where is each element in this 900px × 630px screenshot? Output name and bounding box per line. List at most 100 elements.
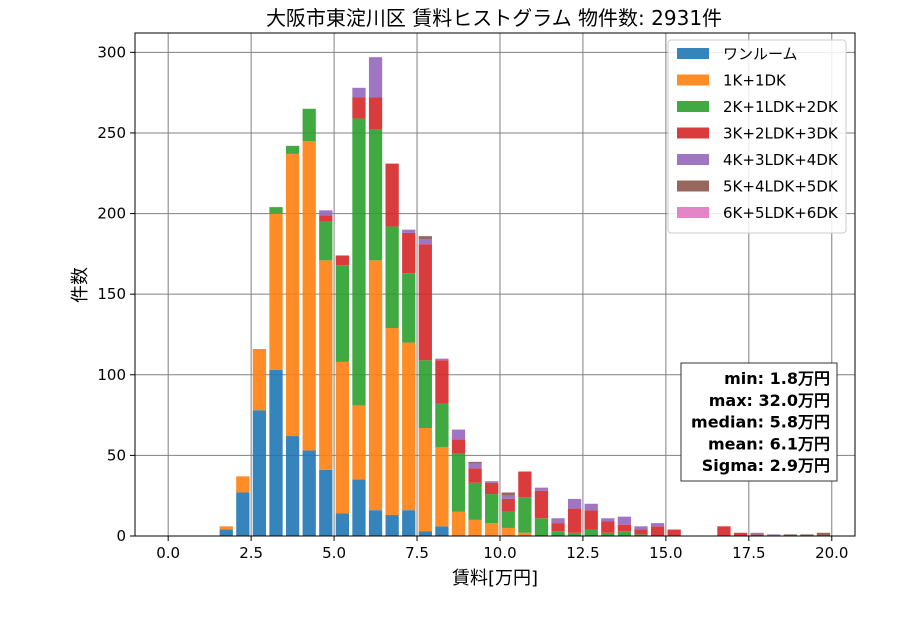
bars xyxy=(219,57,831,536)
bar-3 xyxy=(617,531,632,536)
bar-4 xyxy=(717,526,731,536)
bar-4 xyxy=(418,244,432,361)
bar-2 xyxy=(352,405,366,480)
x-tick-label: 7.5 xyxy=(405,544,429,562)
ticks: 0.0 2.5 5.0 7.5 10.0 12.5 15.0 17.5 20.0 0 50 100 15… xyxy=(97,43,848,562)
bar-1 xyxy=(269,369,283,536)
bar-4 xyxy=(601,521,615,533)
y-tick-label: 250 xyxy=(97,124,126,142)
bar-4 xyxy=(534,490,549,519)
legend-label: 3K+2LDK+3DK xyxy=(723,125,839,143)
y-tick-label: 200 xyxy=(97,205,126,223)
bar-3 xyxy=(418,360,432,428)
bar-2 xyxy=(485,523,499,536)
bar-5 xyxy=(418,239,432,245)
bar-3 xyxy=(435,403,449,448)
legend-label: 4K+3LDK+4DK xyxy=(723,151,839,169)
legend-swatch xyxy=(677,74,709,86)
bar-4 xyxy=(402,232,416,274)
bar-4 xyxy=(385,163,399,227)
bar-1 xyxy=(385,515,399,536)
bar-3 xyxy=(269,207,283,214)
bar-5 xyxy=(634,526,648,530)
bar-2 xyxy=(335,361,350,514)
bar-3 xyxy=(302,108,316,142)
bar-3 xyxy=(634,534,648,536)
y-tick-label: 300 xyxy=(97,43,126,61)
stats-line: mean: 6.1万円 xyxy=(708,434,830,453)
legend-label: 1K+1DK xyxy=(723,72,787,90)
x-tick-label: 5.0 xyxy=(322,544,346,562)
y-tick-label: 150 xyxy=(97,285,126,303)
bar-2 xyxy=(269,213,283,370)
bar-3 xyxy=(534,518,549,536)
bar-4 xyxy=(667,529,681,536)
bar-3 xyxy=(551,531,565,536)
bar-4 xyxy=(733,532,748,536)
legend-swatch xyxy=(677,180,709,192)
x-axis-label: 賃料[万円] xyxy=(452,568,538,589)
bar-2 xyxy=(501,527,515,536)
bar-3 xyxy=(402,273,416,343)
x-tick-label: 15.0 xyxy=(649,544,682,562)
bar-1 xyxy=(335,513,350,536)
bar-4 xyxy=(485,482,499,495)
bar-5 xyxy=(352,87,366,98)
legend-label: 2K+1LDK+2DK xyxy=(723,98,839,116)
bar-4 xyxy=(451,439,466,454)
bar-4 xyxy=(617,524,632,532)
stats-line: max: 32.0万円 xyxy=(709,391,830,410)
legend-swatch xyxy=(677,207,709,218)
plot-frame xyxy=(134,32,856,537)
stats-line: median: 5.8万円 xyxy=(691,413,830,432)
bar-4 xyxy=(352,97,366,119)
bar-1 xyxy=(285,436,300,536)
bar-5 xyxy=(650,523,665,527)
bar-1 xyxy=(302,450,316,536)
bar-2 xyxy=(219,526,233,530)
bar-5 xyxy=(750,532,764,535)
y-tick-label: 100 xyxy=(97,366,126,384)
bar-5 xyxy=(551,518,565,524)
legend-box xyxy=(667,39,847,234)
bar-1 xyxy=(252,410,267,536)
bar-3 xyxy=(451,453,466,512)
bar-4 xyxy=(335,255,350,266)
chart-title: 大阪市東淀川区 賃料ヒストグラム 物件数: 2931件 xyxy=(266,6,722,30)
bar-2 xyxy=(418,427,432,532)
bar-5 xyxy=(485,481,499,483)
bar-5 xyxy=(767,534,781,536)
bar-5 xyxy=(601,518,615,522)
bar-2 xyxy=(402,342,416,511)
legend-swatch xyxy=(677,154,709,165)
bar-4 xyxy=(368,97,383,130)
bar-5 xyxy=(584,503,598,511)
bar-1 xyxy=(368,510,383,536)
bar-4 xyxy=(584,510,598,530)
bar-5 xyxy=(534,487,549,491)
bar-2 xyxy=(435,447,449,527)
bar-1 xyxy=(418,531,432,536)
bar-3 xyxy=(335,265,350,362)
bar-3 xyxy=(501,511,515,528)
bar-5 xyxy=(451,429,466,440)
bar-3 xyxy=(584,529,598,536)
bar-5 xyxy=(402,229,416,233)
bar-6 xyxy=(783,534,797,536)
legend-swatch xyxy=(677,101,709,112)
bar-4 xyxy=(518,471,532,498)
legend: ワンルーム 1K+1DK 2K+1LDK+2DK 3K+2LDK+3DK 4K+3LDK… xyxy=(667,39,847,234)
bar-2 xyxy=(468,519,482,536)
bar-5 xyxy=(617,516,632,525)
bar-5 xyxy=(319,210,333,216)
bar-2 xyxy=(368,260,383,511)
stats-frame xyxy=(680,362,838,482)
legend-label: 5K+4LDK+5DK xyxy=(723,178,839,196)
legend-swatch xyxy=(677,48,709,59)
y-axis-label: 件数 xyxy=(70,267,91,303)
bar-5 xyxy=(468,463,482,469)
bar-3 xyxy=(601,532,615,536)
x-tick-label: 10.0 xyxy=(483,544,516,562)
bar-4 xyxy=(319,215,333,222)
